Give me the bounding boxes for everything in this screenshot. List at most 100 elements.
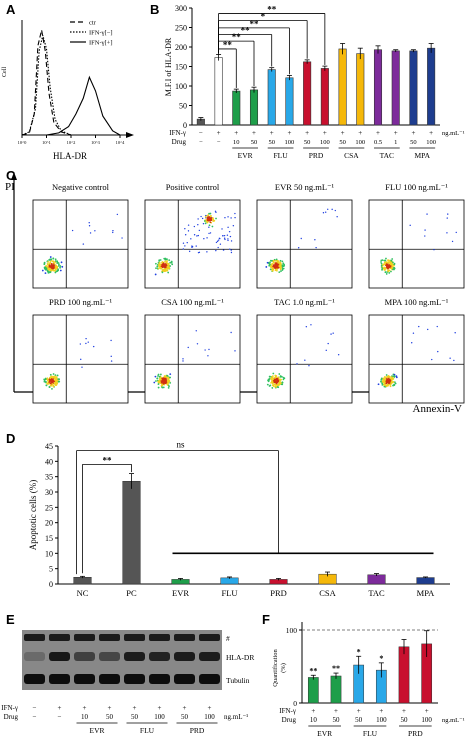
d-y-tick-label: 40 [45, 457, 53, 466]
c-dot [197, 234, 199, 237]
c-dot [187, 346, 189, 349]
c-dot [391, 258, 394, 260]
c-dot [51, 383, 54, 385]
c-dot [59, 265, 62, 267]
c-dot [281, 260, 284, 263]
a-series-line [21, 29, 72, 136]
e-band-tubulin [199, 674, 220, 684]
c-dot [157, 267, 160, 270]
c-dot [165, 379, 167, 382]
c-scatter-plot: Positive control [144, 182, 241, 289]
c-dot [274, 269, 277, 272]
c-dot [79, 343, 82, 345]
f-y-tick-label: 100 [286, 626, 298, 635]
c-scatter-plot: CSA 100 ng.mL⁻¹ [144, 297, 241, 404]
c-dot [204, 349, 206, 351]
panel-label-e: E [6, 612, 15, 627]
b-y-tick-label: 0 [183, 121, 187, 130]
panel-c-chart: PI Annexin-V Negative control Positive cont… [5, 172, 465, 415]
e-band-label: Tubulin [226, 676, 250, 685]
e-band-hash [124, 634, 145, 641]
c-dot [157, 383, 160, 385]
b-bar [338, 48, 347, 126]
c-dot [171, 263, 174, 266]
c-dot [272, 260, 275, 263]
e-band-label: HLA-DR [226, 653, 254, 662]
panel-label-c: C [6, 168, 16, 183]
c-dot [47, 271, 50, 274]
e-ifn-cell: + [183, 704, 187, 712]
e-group-label: EVR [90, 726, 105, 735]
c-dot [158, 375, 161, 378]
d-x-tick-label: FLU [221, 588, 237, 598]
f-y-tick-label: 0 [293, 699, 297, 708]
b-ifn-cell: − [199, 129, 203, 137]
c-dot [46, 269, 49, 272]
c-dot [279, 259, 282, 262]
c-dot [393, 376, 396, 378]
c-dot [279, 267, 282, 270]
c-dot [446, 217, 448, 219]
c-dot [208, 348, 210, 351]
c-dot [436, 325, 438, 328]
c-dot [116, 213, 119, 216]
c-scatter-plot: PRD 100 ng.mL⁻¹ [32, 297, 129, 404]
c-dot [390, 263, 393, 265]
c-dot [218, 237, 221, 240]
c-dot [424, 235, 426, 237]
e-ifn-cell: + [58, 704, 62, 712]
c-dot [169, 373, 172, 375]
c-dot [166, 379, 169, 382]
d-y-tick-label: 20 [45, 519, 53, 528]
c-dot [60, 261, 63, 264]
c-dot [45, 384, 48, 387]
c-plot-frame [144, 314, 241, 404]
c-dot [453, 359, 455, 362]
c-dot [449, 357, 451, 359]
c-dot [54, 266, 57, 268]
c-dot [387, 267, 389, 270]
c-dot [52, 375, 55, 378]
c-dot [161, 271, 164, 274]
c-dot [156, 265, 159, 268]
c-dot [157, 373, 160, 376]
c-dot [54, 268, 57, 271]
c-dot [268, 375, 271, 378]
c-dot [276, 262, 278, 265]
c-dot [271, 387, 274, 389]
c-dot [266, 261, 269, 264]
c-scatter-plot: EVR 50 ng.mL⁻¹ [256, 182, 353, 289]
b-bar [267, 69, 276, 126]
c-dot [167, 271, 170, 274]
c-dot [49, 256, 52, 258]
c-dot [418, 325, 420, 328]
c-dot [47, 379, 50, 382]
c-dot [167, 382, 169, 385]
c-dot [308, 364, 310, 367]
e-band-hash [149, 634, 170, 641]
b-sig-label: * [261, 11, 266, 21]
c-dot [277, 263, 280, 266]
c-dot [204, 216, 207, 218]
c-dot [164, 270, 166, 273]
b-sig-label: ** [232, 32, 242, 42]
c-dot [168, 259, 171, 262]
f-sig-label: ** [332, 664, 340, 673]
b-ifn-cell: + [411, 129, 415, 137]
c-dot [162, 382, 165, 385]
b-y-label: M.F.I of HLA-DR [164, 37, 173, 96]
c-dot [234, 350, 236, 352]
c-dot [49, 262, 51, 265]
c-dot [184, 234, 187, 236]
c-dot [206, 251, 208, 253]
c-scatter-plot: Negative control [32, 182, 129, 289]
c-dot [234, 212, 236, 215]
c-dot [211, 217, 214, 220]
f-ifn-cell: + [334, 707, 338, 715]
c-dot [159, 378, 162, 381]
c-dot [274, 262, 277, 265]
c-dot [182, 242, 185, 244]
c-dot [43, 261, 46, 264]
a-x-tick-label: 10^2 [67, 140, 76, 145]
c-dot [392, 384, 394, 387]
